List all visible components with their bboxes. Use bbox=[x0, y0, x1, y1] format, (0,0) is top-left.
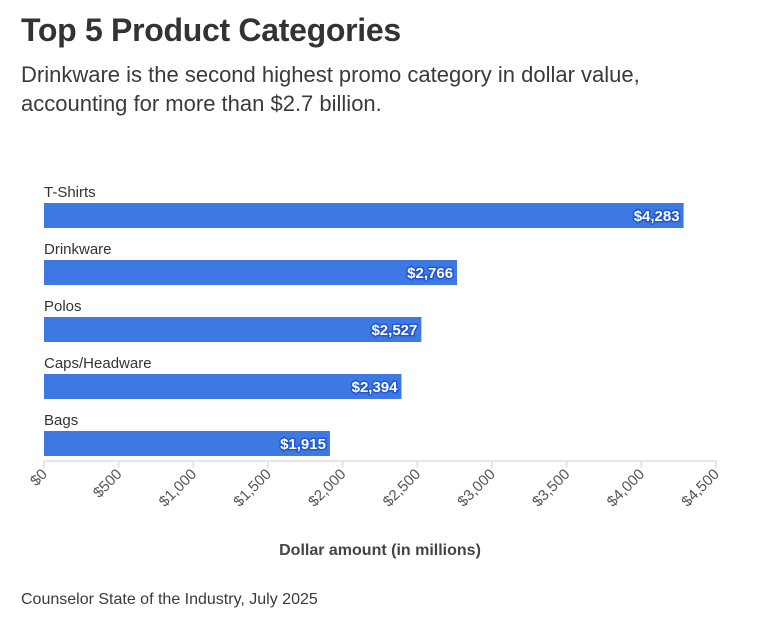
category-label: T-Shirts bbox=[44, 184, 96, 201]
source-note: Counselor State of the Industry, July 20… bbox=[21, 591, 318, 608]
x-tick-label: $0 bbox=[27, 466, 51, 490]
x-tick-label: $1,500 bbox=[230, 466, 274, 510]
x-tick-label: $2,000 bbox=[305, 466, 349, 510]
bar-row: Drinkware $2,766 bbox=[44, 241, 458, 285]
bar-row: T-Shirts $4,283 bbox=[44, 184, 684, 228]
bar bbox=[44, 203, 684, 228]
x-tick-label: $4,500 bbox=[678, 466, 722, 510]
category-label: Bags bbox=[44, 412, 78, 429]
bar bbox=[44, 260, 458, 285]
x-tick-label: $2,500 bbox=[380, 466, 424, 510]
category-label: Polos bbox=[44, 298, 82, 315]
bar-row: Caps/Headware $2,394 bbox=[44, 355, 402, 399]
x-tick-label: $3,500 bbox=[529, 466, 573, 510]
bar-row: Polos $2,527 bbox=[44, 298, 422, 342]
value-label: $2,527 bbox=[371, 322, 417, 339]
x-tick-label: $1,000 bbox=[156, 466, 200, 510]
x-tick-label: $4,000 bbox=[604, 466, 648, 510]
x-tick-label: $3,000 bbox=[454, 466, 498, 510]
value-label: $2,394 bbox=[352, 379, 399, 396]
bars-group: T-Shirts $4,283 Drinkware $2,766 Polos $2,527… bbox=[44, 184, 684, 456]
x-axis-title: Dollar amount (in millions) bbox=[279, 542, 481, 559]
x-tick-label: $500 bbox=[90, 466, 126, 502]
chart-title: Top 5 Product Categories bbox=[21, 12, 401, 48]
bar bbox=[44, 431, 330, 456]
chart-subtitle: Drinkware is the second highest promo ca… bbox=[21, 62, 640, 116]
x-axis: $0 $500 $1,000 $1,500 $2,000 $2,500 $3,000 $3,5… bbox=[27, 460, 723, 510]
category-label: Drinkware bbox=[44, 241, 112, 258]
value-label: $4,283 bbox=[634, 208, 680, 225]
category-label: Caps/Headware bbox=[44, 355, 152, 372]
value-label: $2,766 bbox=[407, 265, 453, 282]
value-label: $1,915 bbox=[280, 436, 326, 453]
bar-row: Bags $1,915 bbox=[44, 412, 330, 456]
bar bbox=[44, 317, 422, 342]
bar bbox=[44, 374, 402, 399]
